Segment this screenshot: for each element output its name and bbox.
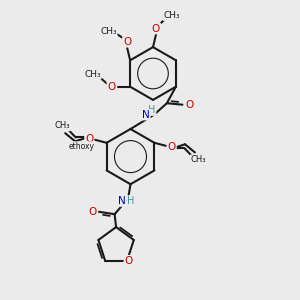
Text: CH₃: CH₃ <box>100 27 117 36</box>
Text: CH₃: CH₃ <box>55 122 70 130</box>
Text: O: O <box>85 134 93 144</box>
Text: N: N <box>142 110 150 120</box>
Text: O: O <box>185 100 193 110</box>
Text: CH₃: CH₃ <box>163 11 180 20</box>
Text: H: H <box>148 105 156 115</box>
Text: ethoxy: ethoxy <box>69 142 95 151</box>
Text: O: O <box>107 82 116 92</box>
Text: CH₃: CH₃ <box>84 70 101 79</box>
Text: O: O <box>88 207 97 217</box>
Text: O: O <box>124 256 133 266</box>
Text: CH₃: CH₃ <box>191 155 206 164</box>
Text: O: O <box>123 37 131 47</box>
Text: O: O <box>152 23 160 34</box>
Text: H: H <box>127 196 134 206</box>
Text: N: N <box>118 196 125 206</box>
Text: O: O <box>168 142 176 152</box>
